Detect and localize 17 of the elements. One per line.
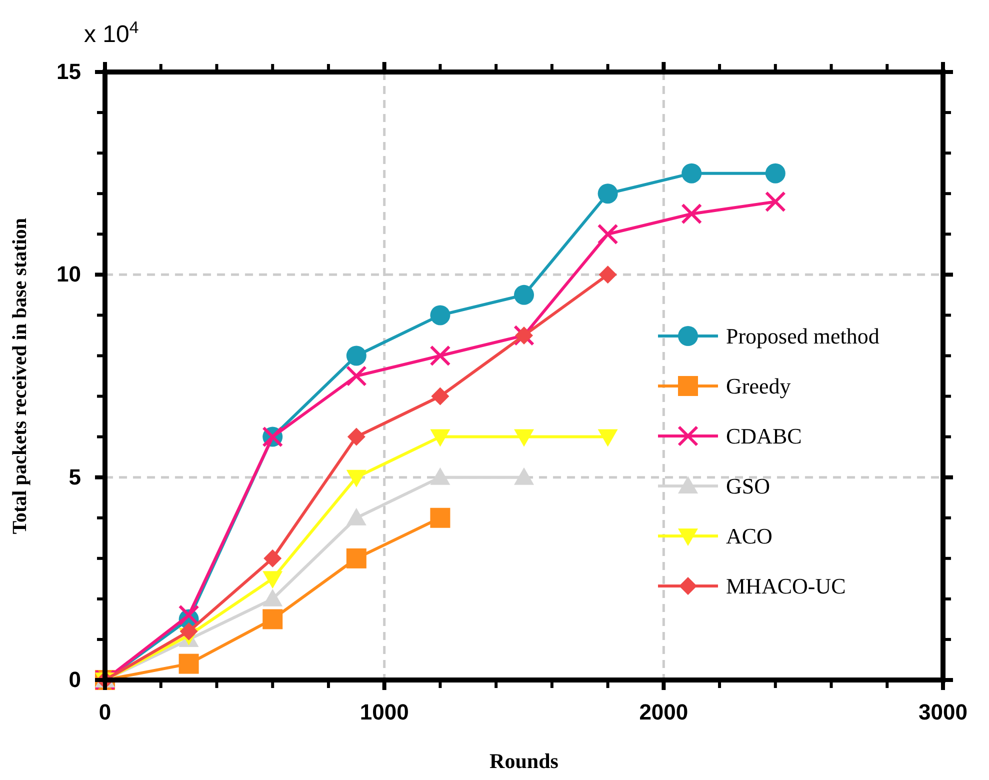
text: x 10$^{4}$ [84, 18, 139, 48]
y-tick-label: 10 [56, 262, 81, 287]
x-axis-title: Rounds [490, 749, 558, 773]
x-tick-label: 1000 [360, 700, 409, 725]
legend-label: CDABC [726, 424, 802, 449]
y-tick-label: 15 [56, 59, 81, 84]
y-tick-label: 5 [68, 464, 81, 490]
x-tick-label: 3000 [918, 700, 968, 725]
x-tick-label: 2000 [639, 700, 688, 725]
legend-label: GSO [726, 474, 770, 499]
legend-label: Proposed method [726, 324, 880, 349]
x-tick-label: 0 [98, 700, 112, 725]
y-tick-label: 0 [68, 667, 81, 692]
legend-label: MHACO-UC [726, 574, 846, 599]
legend-label: ACO [726, 524, 772, 549]
legend-label: Greedy [726, 374, 791, 399]
y-axis-title: Total packets received in base station [9, 218, 31, 534]
